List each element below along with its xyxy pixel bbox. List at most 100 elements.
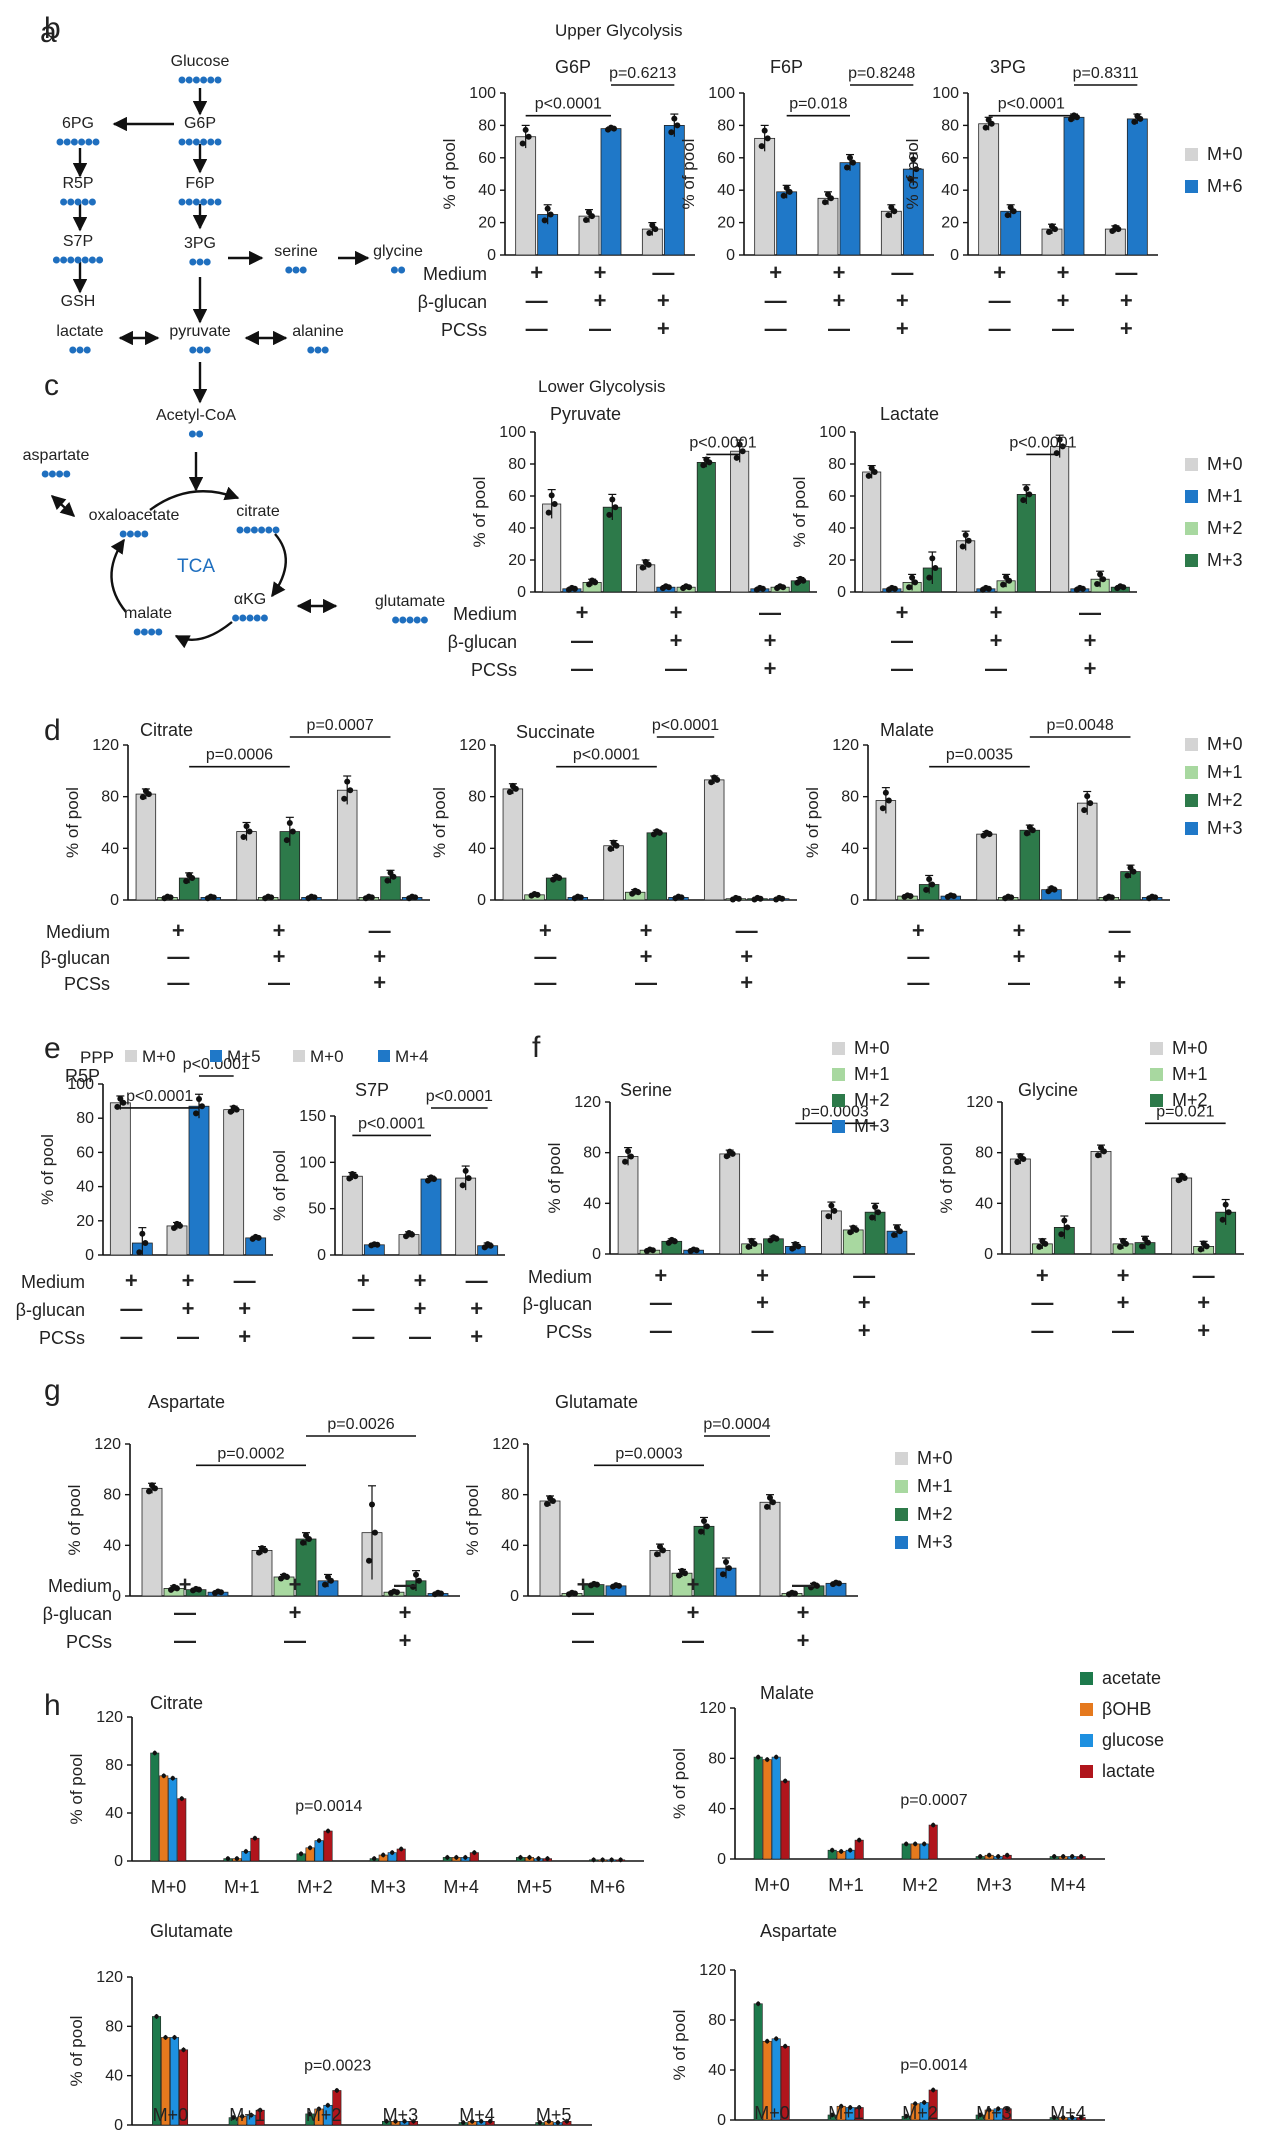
data-point xyxy=(548,492,555,499)
data-point xyxy=(372,1529,378,1536)
data-point xyxy=(462,1167,469,1174)
data-point xyxy=(885,797,892,804)
arrow-oaa-citrate xyxy=(149,486,240,511)
condition-sign: + xyxy=(238,1324,251,1349)
p-value-label: p<0.0001 xyxy=(652,717,719,734)
category-label: M+1 xyxy=(229,2105,265,2125)
y-tick-label: 100 xyxy=(499,424,526,441)
data-point xyxy=(690,1246,697,1253)
condition-sign: + xyxy=(896,600,909,625)
carbon-dot-pg6 xyxy=(92,138,100,146)
data-point xyxy=(531,891,538,898)
data-point xyxy=(286,820,293,827)
condition-sign: + xyxy=(833,288,846,313)
legend-label: M+3 xyxy=(1207,550,1243,570)
tca-label: TCA xyxy=(177,556,215,577)
condition-sign: + xyxy=(594,260,607,285)
carbon-dot-lactate xyxy=(76,346,84,354)
data-point xyxy=(792,1241,799,1248)
bar-m-2-group-2 xyxy=(1019,829,1041,901)
carbon-dot-r5p xyxy=(67,198,75,206)
p-value-label: p<0.0001 xyxy=(126,1088,193,1105)
data-point xyxy=(186,871,193,878)
condition-sign: + xyxy=(657,288,670,313)
carbon-dot-pg3 xyxy=(189,258,197,266)
data-point xyxy=(668,1236,675,1243)
p-value-label: p=0.0003 xyxy=(802,1103,869,1120)
y-tick-label: 0 xyxy=(317,1247,326,1264)
data-point xyxy=(136,1249,143,1256)
data-point xyxy=(777,583,784,590)
data-point xyxy=(384,877,391,884)
p-value-label: p<0.0001 xyxy=(689,434,756,451)
data-point xyxy=(1097,571,1104,578)
carbon-dot-serine xyxy=(299,266,307,274)
data-point xyxy=(551,501,558,507)
data-point xyxy=(479,2119,484,2124)
legend-swatch-m-0 xyxy=(1185,458,1198,471)
data-point xyxy=(679,1567,685,1574)
data-point xyxy=(875,1209,882,1216)
y-tick-label: 40 xyxy=(828,520,846,537)
data-point xyxy=(484,1241,491,1248)
condition-sign: — xyxy=(177,1324,199,1349)
legend-label: βOHB xyxy=(1102,1699,1151,1719)
data-point xyxy=(774,1754,779,1760)
data-point xyxy=(1048,885,1055,892)
condition-sign: + xyxy=(539,918,552,943)
p-value-label: p=0.0003 xyxy=(615,1445,682,1462)
carbon-dot-glutamate xyxy=(413,616,421,624)
carbon-dot-acetylcoa xyxy=(188,430,196,438)
p-value-label: p<0.0001 xyxy=(183,1056,250,1073)
bar-glucose-m-0 xyxy=(771,1756,781,1860)
data-point xyxy=(1061,1854,1066,1859)
data-point xyxy=(199,1103,205,1110)
bar-m-0-group-3 xyxy=(703,779,725,901)
condition-sign: + xyxy=(740,970,753,995)
y-axis-label: % of pool xyxy=(38,1134,57,1205)
subplot-malate: 0 40 80 120 Malate % of pool p=0.0035 p=0.0048 +… xyxy=(803,717,1170,995)
carbon-dot-glycine xyxy=(398,266,406,274)
category-label: M+1 xyxy=(828,2103,864,2123)
legend-label: M+1 xyxy=(1172,1064,1208,1084)
data-point xyxy=(848,1847,853,1853)
data-point xyxy=(402,2119,407,2124)
category-label: M+5 xyxy=(536,2105,572,2125)
data-point xyxy=(1017,1152,1024,1159)
data-point xyxy=(546,2119,552,2124)
node-label-aspartate: aspartate xyxy=(23,447,90,464)
condition-sign: + xyxy=(993,260,1006,285)
data-point xyxy=(163,2035,168,2040)
carbon-dot-glycine xyxy=(390,266,398,274)
data-point xyxy=(850,159,856,166)
data-point xyxy=(676,1572,682,1579)
carbon-dot-g6p xyxy=(200,138,208,146)
p-value-label: p=0.0004 xyxy=(703,1416,770,1433)
data-point xyxy=(537,2120,543,2125)
carbon-dot-g6p xyxy=(185,138,193,146)
y-tick-label: 40 xyxy=(841,840,859,857)
data-point xyxy=(1095,1152,1101,1159)
node-label-citrate: citrate xyxy=(236,503,280,520)
p-value-label: p<0.0001 xyxy=(426,1088,493,1105)
y-tick-label: 0 xyxy=(510,1588,519,1605)
data-point xyxy=(839,2104,844,2109)
node-label-f6p: F6P xyxy=(185,175,214,192)
data-point xyxy=(701,1518,707,1525)
condition-sign: — xyxy=(571,656,593,681)
arrow-malate-oaa xyxy=(110,538,127,613)
legend-swatch-acetate xyxy=(1080,1672,1093,1685)
legend-swatch-ohb xyxy=(1080,1703,1093,1716)
bar-m-0-group-1 xyxy=(978,123,1000,256)
data-point xyxy=(334,2088,340,2093)
bar-m-6-group-2 xyxy=(1063,116,1085,256)
p-value-label: p=0.0007 xyxy=(307,717,374,734)
condition-sign: + xyxy=(1036,1263,1049,1288)
data-point xyxy=(152,1750,157,1756)
condition-sign: + xyxy=(896,288,909,313)
subplot-title: Serine xyxy=(620,1080,672,1100)
data-point xyxy=(723,1153,730,1160)
condition-sign: — xyxy=(174,1628,196,1653)
data-point xyxy=(525,133,532,140)
